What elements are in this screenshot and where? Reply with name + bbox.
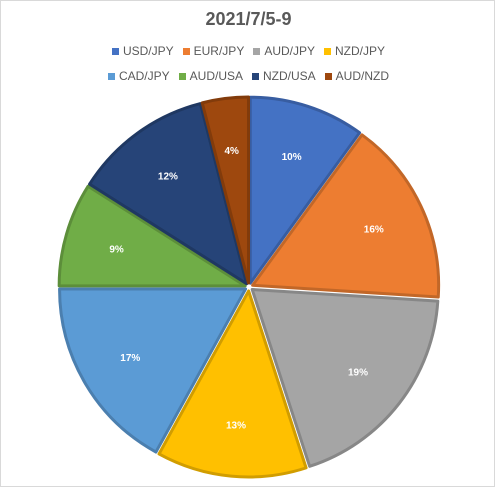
- legend-label-usd-jpy: USD/JPY: [122, 44, 174, 58]
- legend-swatch-aud-usa: [178, 72, 186, 80]
- legend-label-eur-jpy: EUR/JPY: [193, 44, 245, 58]
- legend-label-aud-usa: AUD/USA: [189, 69, 243, 83]
- slice-label-cad-jpy: 17%: [120, 353, 140, 364]
- pie-slice-nzd-usa: [88, 102, 249, 286]
- legend-item-aud-jpy: AUD/JPY: [253, 44, 315, 58]
- legend-label-nzd-usa: NZD/USA: [263, 69, 316, 83]
- legend-item-nzd-jpy: NZD/JPY: [324, 44, 385, 58]
- legend-row-2: CAD/JPY AUD/USA NZD/USA AUD/NZD: [1, 69, 494, 83]
- legend-swatch-nzd-jpy: [324, 47, 332, 55]
- pie-slice-eur-jpy: [251, 133, 441, 299]
- legend-swatch-nzd-usa: [252, 72, 259, 80]
- slice-label-aud-nzd: 4%: [224, 146, 239, 157]
- slice-label-usd-jpy: 10%: [282, 152, 302, 163]
- pie-slice-aud-jpy: [250, 287, 440, 468]
- legend-label-aud-jpy: AUD/JPY: [264, 44, 316, 58]
- legend-item-eur-jpy: EUR/JPY: [182, 44, 245, 58]
- legend-swatch-aud-jpy: [253, 47, 261, 55]
- legend-row-1: USD/JPY EUR/JPY AUD/JPY NZD/JPY: [1, 44, 494, 58]
- legend-label-aud-nzd: AUD/NZD: [335, 69, 390, 83]
- legend-swatch-cad-jpy: [107, 72, 115, 80]
- legend-item-usd-jpy: USD/JPY: [111, 44, 174, 58]
- pie-slice-aud-nzd: [200, 95, 250, 285]
- legend-item-aud-usa: AUD/USA: [178, 69, 243, 83]
- pie-slice-aud-usa: [57, 184, 247, 288]
- legend-item-aud-nzd: AUD/NZD: [324, 69, 390, 83]
- legend-swatch-aud-nzd: [324, 72, 332, 80]
- legend-item-nzd-usa: NZD/USA: [252, 69, 316, 83]
- slice-label-nzd-usa: 12%: [158, 171, 178, 182]
- legend-swatch-usd-jpy: [111, 47, 119, 55]
- legend-item-cad-jpy: CAD/JPY: [107, 69, 170, 83]
- slice-label-aud-usa: 9%: [109, 245, 124, 256]
- slice-label-nzd-jpy: 13%: [226, 420, 246, 431]
- legend-label-nzd-jpy: NZD/JPY: [335, 44, 386, 58]
- legend-label-cad-jpy: CAD/JPY: [118, 69, 170, 83]
- chart-title: 2021/7/5-9: [205, 9, 292, 29]
- slice-label-eur-jpy: 16%: [364, 224, 384, 235]
- pie-slice-cad-jpy: [58, 287, 248, 454]
- pie-slice-nzd-jpy: [157, 289, 308, 479]
- pie-slice-usd-jpy: [248, 95, 362, 285]
- legend-swatch-eur-jpy: [182, 47, 190, 55]
- slice-label-aud-jpy: 19%: [348, 368, 368, 379]
